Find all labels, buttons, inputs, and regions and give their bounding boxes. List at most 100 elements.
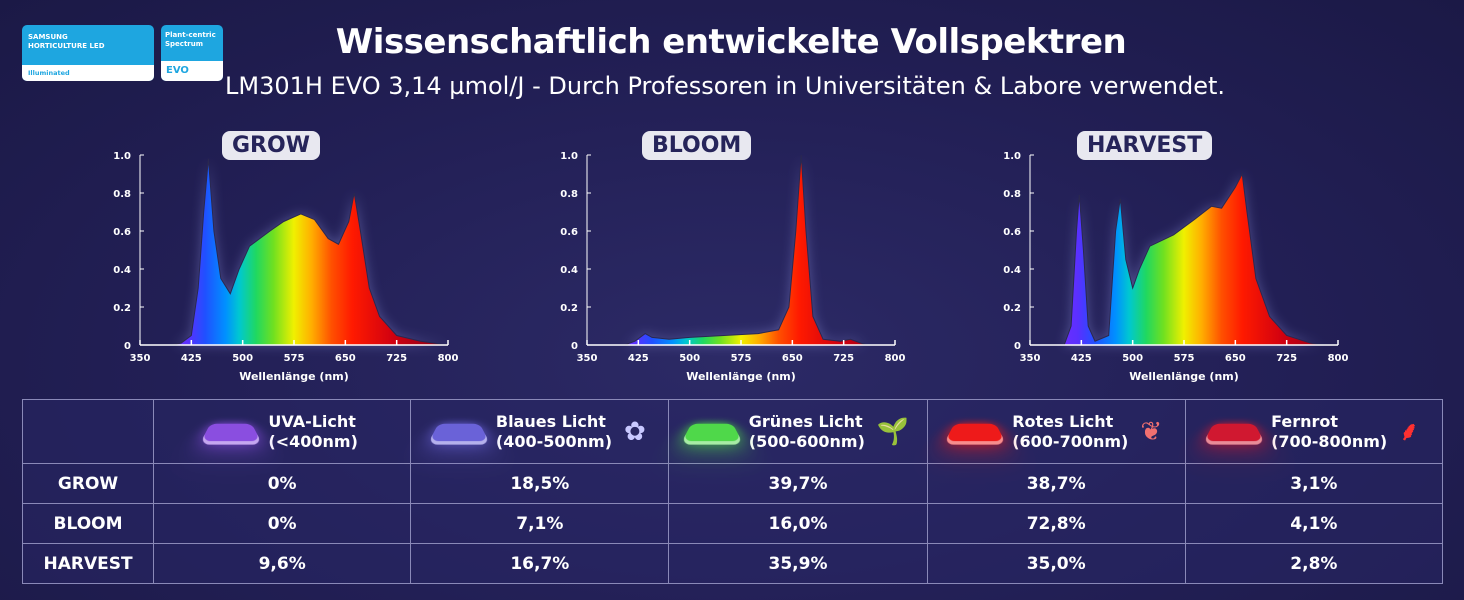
x-tick-label: 350 [1020, 353, 1041, 364]
x-tick-label: 500 [679, 353, 700, 364]
column-label-range: (400-500nm) [495, 431, 612, 451]
column-label-range: (700-800nm) [1271, 431, 1388, 451]
column-label-name: UVA-Licht [268, 411, 356, 431]
x-tick-label: 500 [1122, 353, 1143, 364]
x-tick-label: 575 [731, 353, 752, 364]
column-header-content: Grünes Licht (500-600nm) 🌱 [669, 412, 926, 452]
percentage-cell: 2,8% [1184, 543, 1444, 584]
led-chip-icon [943, 423, 1007, 445]
y-tick-label: 0.8 [560, 189, 578, 200]
column-header: Rotes Licht (600-700nm) ❦ [926, 399, 1186, 464]
y-tick-label: 0 [1014, 341, 1021, 352]
y-tick-label: 0.6 [113, 227, 131, 238]
column-label: Fernrot (700-800nm) [1271, 412, 1387, 452]
x-tick-label: 800 [438, 353, 459, 364]
x-axis-label: Wellenlänge (nm) [239, 370, 349, 383]
table-row: HARVEST 9,6% 16,7% 35,9% 35,0% 2,8% [21, 543, 1444, 584]
x-tick-label: 800 [1328, 353, 1349, 364]
x-tick-label: 425 [628, 353, 649, 364]
table-row: GROW 0% 18,5% 39,7% 38,7% 3,1% [21, 463, 1444, 504]
row-label: BLOOM [21, 503, 155, 544]
led-chip-icon [1202, 423, 1266, 445]
logo-text: EVO [161, 61, 223, 81]
chart-title-bloom: BLOOM [642, 131, 752, 160]
x-tick-label: 650 [1225, 353, 1246, 364]
y-tick-label: 1.0 [113, 151, 131, 162]
chart-title-grow: GROW [222, 131, 320, 160]
column-label: UVA-Licht (<400nm) [268, 412, 358, 452]
spectrum-area [624, 154, 868, 346]
column-label-range: (<400nm) [268, 431, 358, 451]
branch-icon: ⸙ [1399, 416, 1419, 447]
percentage-cell: 35,9% [668, 543, 928, 584]
x-tick-label: 500 [232, 353, 253, 364]
column-header: Fernrot (700-800nm) ⸙ [1184, 399, 1444, 464]
percentage-cell: 72,8% [926, 503, 1186, 544]
y-tick-label: 0.6 [1003, 227, 1021, 238]
x-tick-label: 575 [284, 353, 305, 364]
percentage-cell: 0% [153, 463, 412, 504]
flower-icon: ✿ [624, 416, 646, 447]
seedling-icon: ❦ [1140, 416, 1163, 447]
x-tick-label: 575 [1174, 353, 1195, 364]
percentage-cell: 4,1% [1184, 503, 1444, 544]
y-tick-label: 0.8 [113, 189, 131, 200]
column-header-content: Blaues Licht (400-500nm) ✿ [411, 412, 668, 452]
title-text: Wissenschaftlich entwickelte Vollspektre… [335, 22, 1127, 62]
y-tick-label: 0.2 [1003, 303, 1021, 314]
y-tick-label: 0.8 [1003, 189, 1021, 200]
column-header: Blaues Licht (400-500nm) ✿ [410, 399, 670, 464]
percentage-cell: 16,7% [410, 543, 670, 584]
column-header: Grünes Licht (500-600nm) 🌱 [668, 399, 928, 464]
y-tick-label: 0.4 [1003, 265, 1021, 276]
x-tick-label: 650 [335, 353, 356, 364]
y-tick-label: 0 [124, 341, 131, 352]
led-chip-icon [199, 423, 264, 445]
column-label: Rotes Licht (600-700nm) [1012, 412, 1128, 452]
y-tick-label: 0.2 [560, 303, 578, 314]
percentage-cell: 3,1% [1184, 463, 1444, 504]
y-tick-label: 0.6 [560, 227, 578, 238]
percentage-cell: 16,0% [668, 503, 928, 544]
chart-title-harvest: HARVEST [1077, 131, 1213, 160]
column-label-name: Blaues Licht [495, 411, 606, 431]
logo-text: Plant-centric [165, 31, 216, 39]
column-label: Blaues Licht (400-500nm) [496, 412, 612, 452]
percentage-cell: 18,5% [410, 463, 670, 504]
y-tick-label: 1.0 [560, 151, 578, 162]
column-label-name: Grünes Licht [748, 411, 863, 431]
row-label: GROW [21, 463, 155, 504]
column-header-content: Rotes Licht (600-700nm) ❦ [928, 412, 1185, 452]
column-header-content: Fernrot (700-800nm) ⸙ [1186, 412, 1442, 452]
x-tick-label: 725 [833, 353, 854, 364]
table-row: BLOOM 0% 7,1% 16,0% 72,8% 4,1% [21, 503, 1444, 544]
y-tick-label: 1.0 [1003, 151, 1021, 162]
x-tick-label: 350 [577, 353, 598, 364]
samsung-horticulture-logo: SAMSUNG HORTICULTURE LED Illuminated [22, 25, 154, 81]
column-label-range: (600-700nm) [1012, 431, 1129, 451]
percentage-cell: 39,7% [668, 463, 928, 504]
x-tick-label: 425 [1071, 353, 1092, 364]
spectrum-table: UVA-Licht (<400nm) Blaues Licht (400-500nm)… [21, 399, 1444, 584]
column-label-range: (500-600nm) [748, 431, 865, 451]
sprout-icon: 🌱 [876, 416, 910, 447]
percentage-cell: 9,6% [153, 543, 412, 584]
logo-text: Illuminated [22, 65, 154, 81]
logo-text: Spectrum [165, 40, 204, 48]
row-label: HARVEST [21, 543, 155, 584]
x-tick-label: 350 [130, 353, 151, 364]
empty-header-cell [21, 399, 155, 464]
spectrum-glow [624, 155, 868, 345]
percentage-cell: 0% [153, 503, 412, 544]
x-tick-label: 725 [386, 353, 407, 364]
column-label: Grünes Licht (500-600nm) [749, 412, 865, 452]
led-chip-icon [680, 423, 744, 445]
column-header-content: UVA-Licht (<400nm) [154, 412, 410, 452]
spectrum-area [1063, 172, 1325, 346]
table-header-row: UVA-Licht (<400nm) Blaues Licht (400-500nm)… [21, 399, 1444, 464]
column-label-name: Fernrot [1271, 411, 1339, 431]
page-title: Wissenschaftlich entwickelte Vollspektre… [0, 22, 1464, 62]
spectrum-charts: 350 425 500 575 650 725 800 0 0.2 0.4 0.6 0.8 1.0 Wel… [113, 151, 1349, 383]
logo-text: SAMSUNG [28, 33, 68, 41]
x-tick-label: 800 [885, 353, 906, 364]
